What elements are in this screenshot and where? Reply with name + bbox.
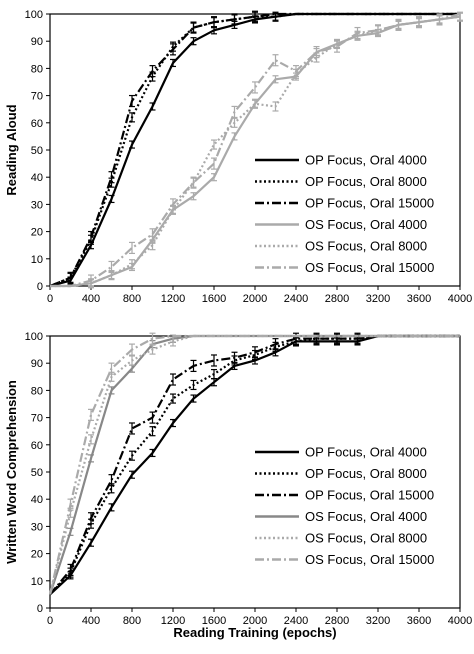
y-tick-label: 30 [31,521,43,533]
x-tick-label: 2400 [284,615,308,627]
reading-aloud-chart: 0 10 20 30 40 50 60 70 80 90 100 0 400 800 1200 1600 200… [4,9,472,305]
x-tick-label: 800 [123,293,141,305]
y-tick-label: 90 [31,36,43,48]
x-tick-label: 2000 [243,293,267,305]
y-tick-label: 40 [31,172,43,184]
y-tick-label: 0 [37,281,43,293]
series-op-focus-oral-15000 [49,10,460,288]
series-line [49,12,460,288]
legend-entry-label: OP Focus, Oral 8000 [305,174,427,189]
series-os-focus-oral-15000 [50,12,461,288]
x-tick-label: 4000 [448,615,472,627]
y-tick-label: 50 [31,145,43,157]
x-tick-label: 3200 [366,615,390,627]
y-tick-label: 50 [31,467,43,479]
legend: OP Focus, Oral 4000 OP Focus, Oral 8000 OP… [255,153,434,275]
x-tick-label: 1600 [202,615,226,627]
legend-entry-label: OP Focus, Oral 4000 [305,153,427,168]
series-group [49,10,463,289]
y-tick-label: 20 [31,227,43,239]
x-tick-label: 2800 [325,615,349,627]
y-tick-label: 70 [31,91,43,103]
x-tick-label: 400 [82,615,100,627]
y-tick-label: 60 [31,118,43,130]
x-tick-label: 800 [123,615,141,627]
y-tick-label: 70 [31,413,43,425]
x-tick-label: 3600 [407,293,431,305]
x-tick-label: 1200 [161,293,185,305]
legend-entry-label: OP Focus, Oral 15000 [305,196,434,211]
x-tick-label: 2000 [243,615,267,627]
legend-entry-label: OP Focus, Oral 8000 [305,466,427,481]
legend-entry-label: OP Focus, Oral 15000 [305,488,434,503]
x-tick-label: 1200 [161,615,185,627]
series-line [48,334,460,595]
series-os-focus-oral-15000 [48,332,460,595]
legend-entry-label: OP Focus, Oral 4000 [305,445,427,460]
legend-entry-label: OS Focus, Oral 15000 [305,260,434,275]
x-tick-label: 3200 [366,293,390,305]
y-tick-label: 10 [31,254,43,266]
y-tick-label: 40 [31,494,43,506]
x-tick-label: 0 [47,293,53,305]
y-tick-label: 80 [31,63,43,75]
x-tick-label: 3600 [407,615,431,627]
series-line [49,12,460,288]
x-tick-label: 2400 [284,293,308,305]
series-line [48,334,460,595]
y-tick-label: 60 [31,440,43,452]
y-tick-label: 20 [31,549,43,561]
legend-entry-label: OS Focus, Oral 8000 [305,239,427,254]
series-line [50,12,461,288]
written-word-comprehension-chart: 0 10 20 30 40 50 60 70 80 90 100 0 400 800 1200 1600 200… [4,331,472,640]
x-tick-label: 4000 [448,293,472,305]
legend-entry-label: OS Focus, Oral 4000 [305,509,427,524]
x-tick-label: 2800 [325,293,349,305]
x-tick-label: 400 [82,293,100,305]
y-axis-label: Written Word Comprehension [4,380,19,564]
x-tick-label: 1600 [202,293,226,305]
y-tick-label: 90 [31,358,43,370]
series-line [49,334,460,596]
x-tick-label: 0 [47,615,53,627]
legend: OP Focus, Oral 4000 OP Focus, Oral 8000 OP… [255,445,434,567]
legend-entry-label: OS Focus, Oral 8000 [305,531,427,546]
legend-entry-label: OS Focus, Oral 15000 [305,552,434,567]
y-tick-label: 0 [37,603,43,615]
y-tick-label: 10 [31,576,43,588]
y-tick-label: 100 [25,331,43,343]
y-tick-label: 80 [31,385,43,397]
y-tick-label: 100 [25,9,43,21]
series-line [48,334,460,595]
x-axis-label: Reading Training (epochs) [173,625,336,640]
y-axis-label: Reading Aloud [4,104,19,195]
series-group [48,332,460,596]
legend-entry-label: OS Focus, Oral 4000 [305,217,427,232]
y-tick-label: 30 [31,199,43,211]
